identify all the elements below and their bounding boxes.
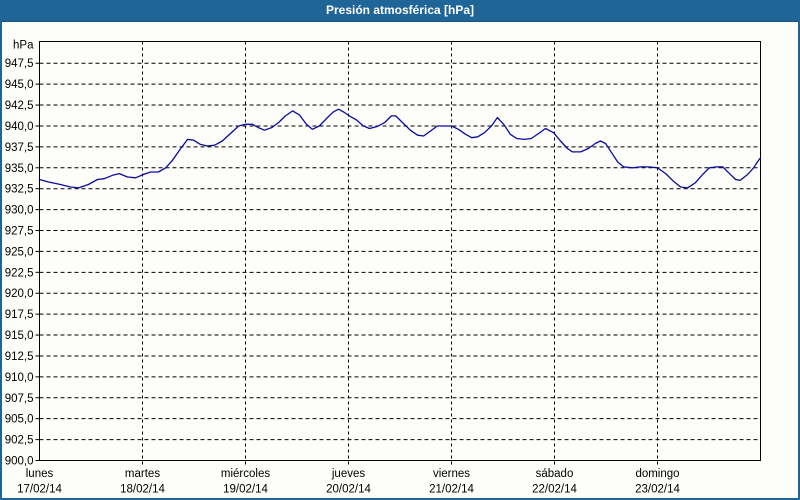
y-axis-tick-label: 910,0 bbox=[5, 372, 34, 384]
y-axis-tick-label: 935,0 bbox=[5, 163, 34, 175]
x-axis-day-label: lunes bbox=[26, 468, 54, 480]
x-axis-day-label: martes bbox=[125, 468, 160, 480]
y-axis-tick-label: 930,0 bbox=[5, 205, 34, 217]
pressure-line bbox=[38, 108, 762, 189]
y-axis-tick-label: 905,0 bbox=[5, 414, 34, 426]
x-axis-date-label: 21/02/14 bbox=[429, 484, 474, 496]
x-axis-date-label: 23/02/14 bbox=[635, 484, 680, 496]
y-axis-tick-label: 925,0 bbox=[5, 246, 34, 258]
x-axis-day-label: miércoles bbox=[221, 468, 270, 480]
y-axis-tick-label: 940,0 bbox=[5, 121, 34, 133]
y-axis-tick-label: 917,5 bbox=[5, 309, 34, 321]
y-axis-tick-label: 945,0 bbox=[5, 79, 34, 91]
x-axis-date-label: 19/02/14 bbox=[223, 484, 268, 496]
y-axis-tick-label: 947,5 bbox=[5, 58, 34, 70]
x-axis-date-label: 22/02/14 bbox=[532, 484, 577, 496]
y-axis-tick-label: 942,5 bbox=[5, 100, 34, 112]
y-axis-tick-label: 912,5 bbox=[5, 351, 34, 363]
y-axis-tick-label: 902,5 bbox=[5, 435, 34, 447]
x-axis-day-label: viernes bbox=[433, 468, 470, 480]
window-title-bar: Presión atmosférica [hPa] bbox=[0, 0, 800, 22]
pressure-chart: 947,5 945,0 942,5 940,0 937,5 935,0 932,5 930,0… bbox=[5, 40, 762, 496]
y-axis-tick-label: 920,0 bbox=[5, 288, 34, 300]
window-title: Presión atmosférica [hPa] bbox=[325, 3, 475, 17]
x-axis-day-label: domingo bbox=[635, 468, 679, 480]
x-axis-date-label: 18/02/14 bbox=[120, 484, 165, 496]
x-axis-day-label: jueves bbox=[331, 468, 365, 480]
y-axis-tick-label: 900,0 bbox=[5, 456, 34, 468]
y-axis-tick-label: 922,5 bbox=[5, 267, 34, 279]
y-axis-tick-label: 915,0 bbox=[5, 330, 34, 342]
y-axis-tick-label: 937,5 bbox=[5, 142, 34, 154]
x-axis-date-label: 20/02/14 bbox=[326, 484, 371, 496]
x-axis-day-label: sábado bbox=[536, 468, 574, 480]
y-axis-tick-label: 932,5 bbox=[5, 184, 34, 196]
y-axis-tick-label: 907,5 bbox=[5, 393, 34, 405]
x-axis-date-label: 17/02/14 bbox=[17, 484, 62, 496]
y-axis-unit-label: hPa bbox=[13, 40, 34, 52]
y-axis-tick-label: 927,5 bbox=[5, 226, 34, 238]
